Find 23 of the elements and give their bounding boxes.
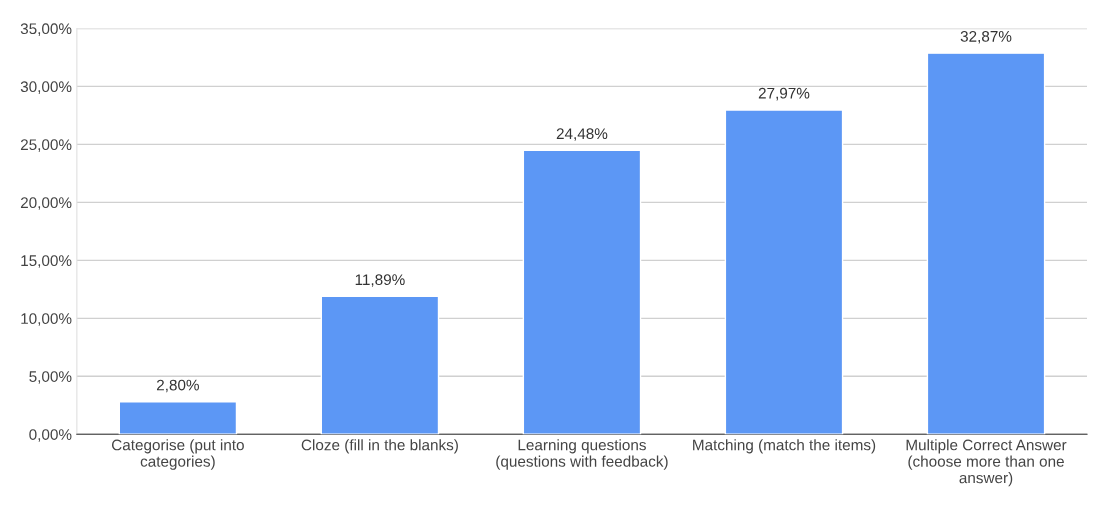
bar xyxy=(320,295,440,435)
data-label: 24,48% xyxy=(556,128,608,141)
y-tick-label: 0,00% xyxy=(29,429,72,442)
bar xyxy=(926,52,1046,435)
data-label: 32,87% xyxy=(960,30,1012,44)
y-tick-label: 5,00% xyxy=(29,371,72,384)
y-tick-label: 20,00% xyxy=(20,197,72,210)
y-tick-label: 10,00% xyxy=(21,313,72,326)
bar xyxy=(522,149,642,435)
data-label: 2,80% xyxy=(156,379,199,393)
data-label: 27,97% xyxy=(758,87,810,101)
x-tick-label: Matching (match the items) xyxy=(693,439,876,454)
x-tick-label: Multiple Correct Answer (choose more than one answer) xyxy=(906,439,1067,487)
y-tick-label: 35,00% xyxy=(20,23,72,36)
x-tick-label: Cloze (fill in the blanks) xyxy=(301,439,458,454)
bar xyxy=(724,109,844,435)
y-tick-label: 30,00% xyxy=(20,81,72,94)
data-label: 11,89% xyxy=(355,274,405,287)
y-tick-label: 15,00% xyxy=(21,255,72,268)
bar xyxy=(118,401,238,435)
y-tick-label: 25,00% xyxy=(20,139,72,152)
x-tick-label: Categorise (put into categories) xyxy=(111,439,244,470)
x-tick-label: Learning questions (questions with feedback) xyxy=(496,439,668,470)
